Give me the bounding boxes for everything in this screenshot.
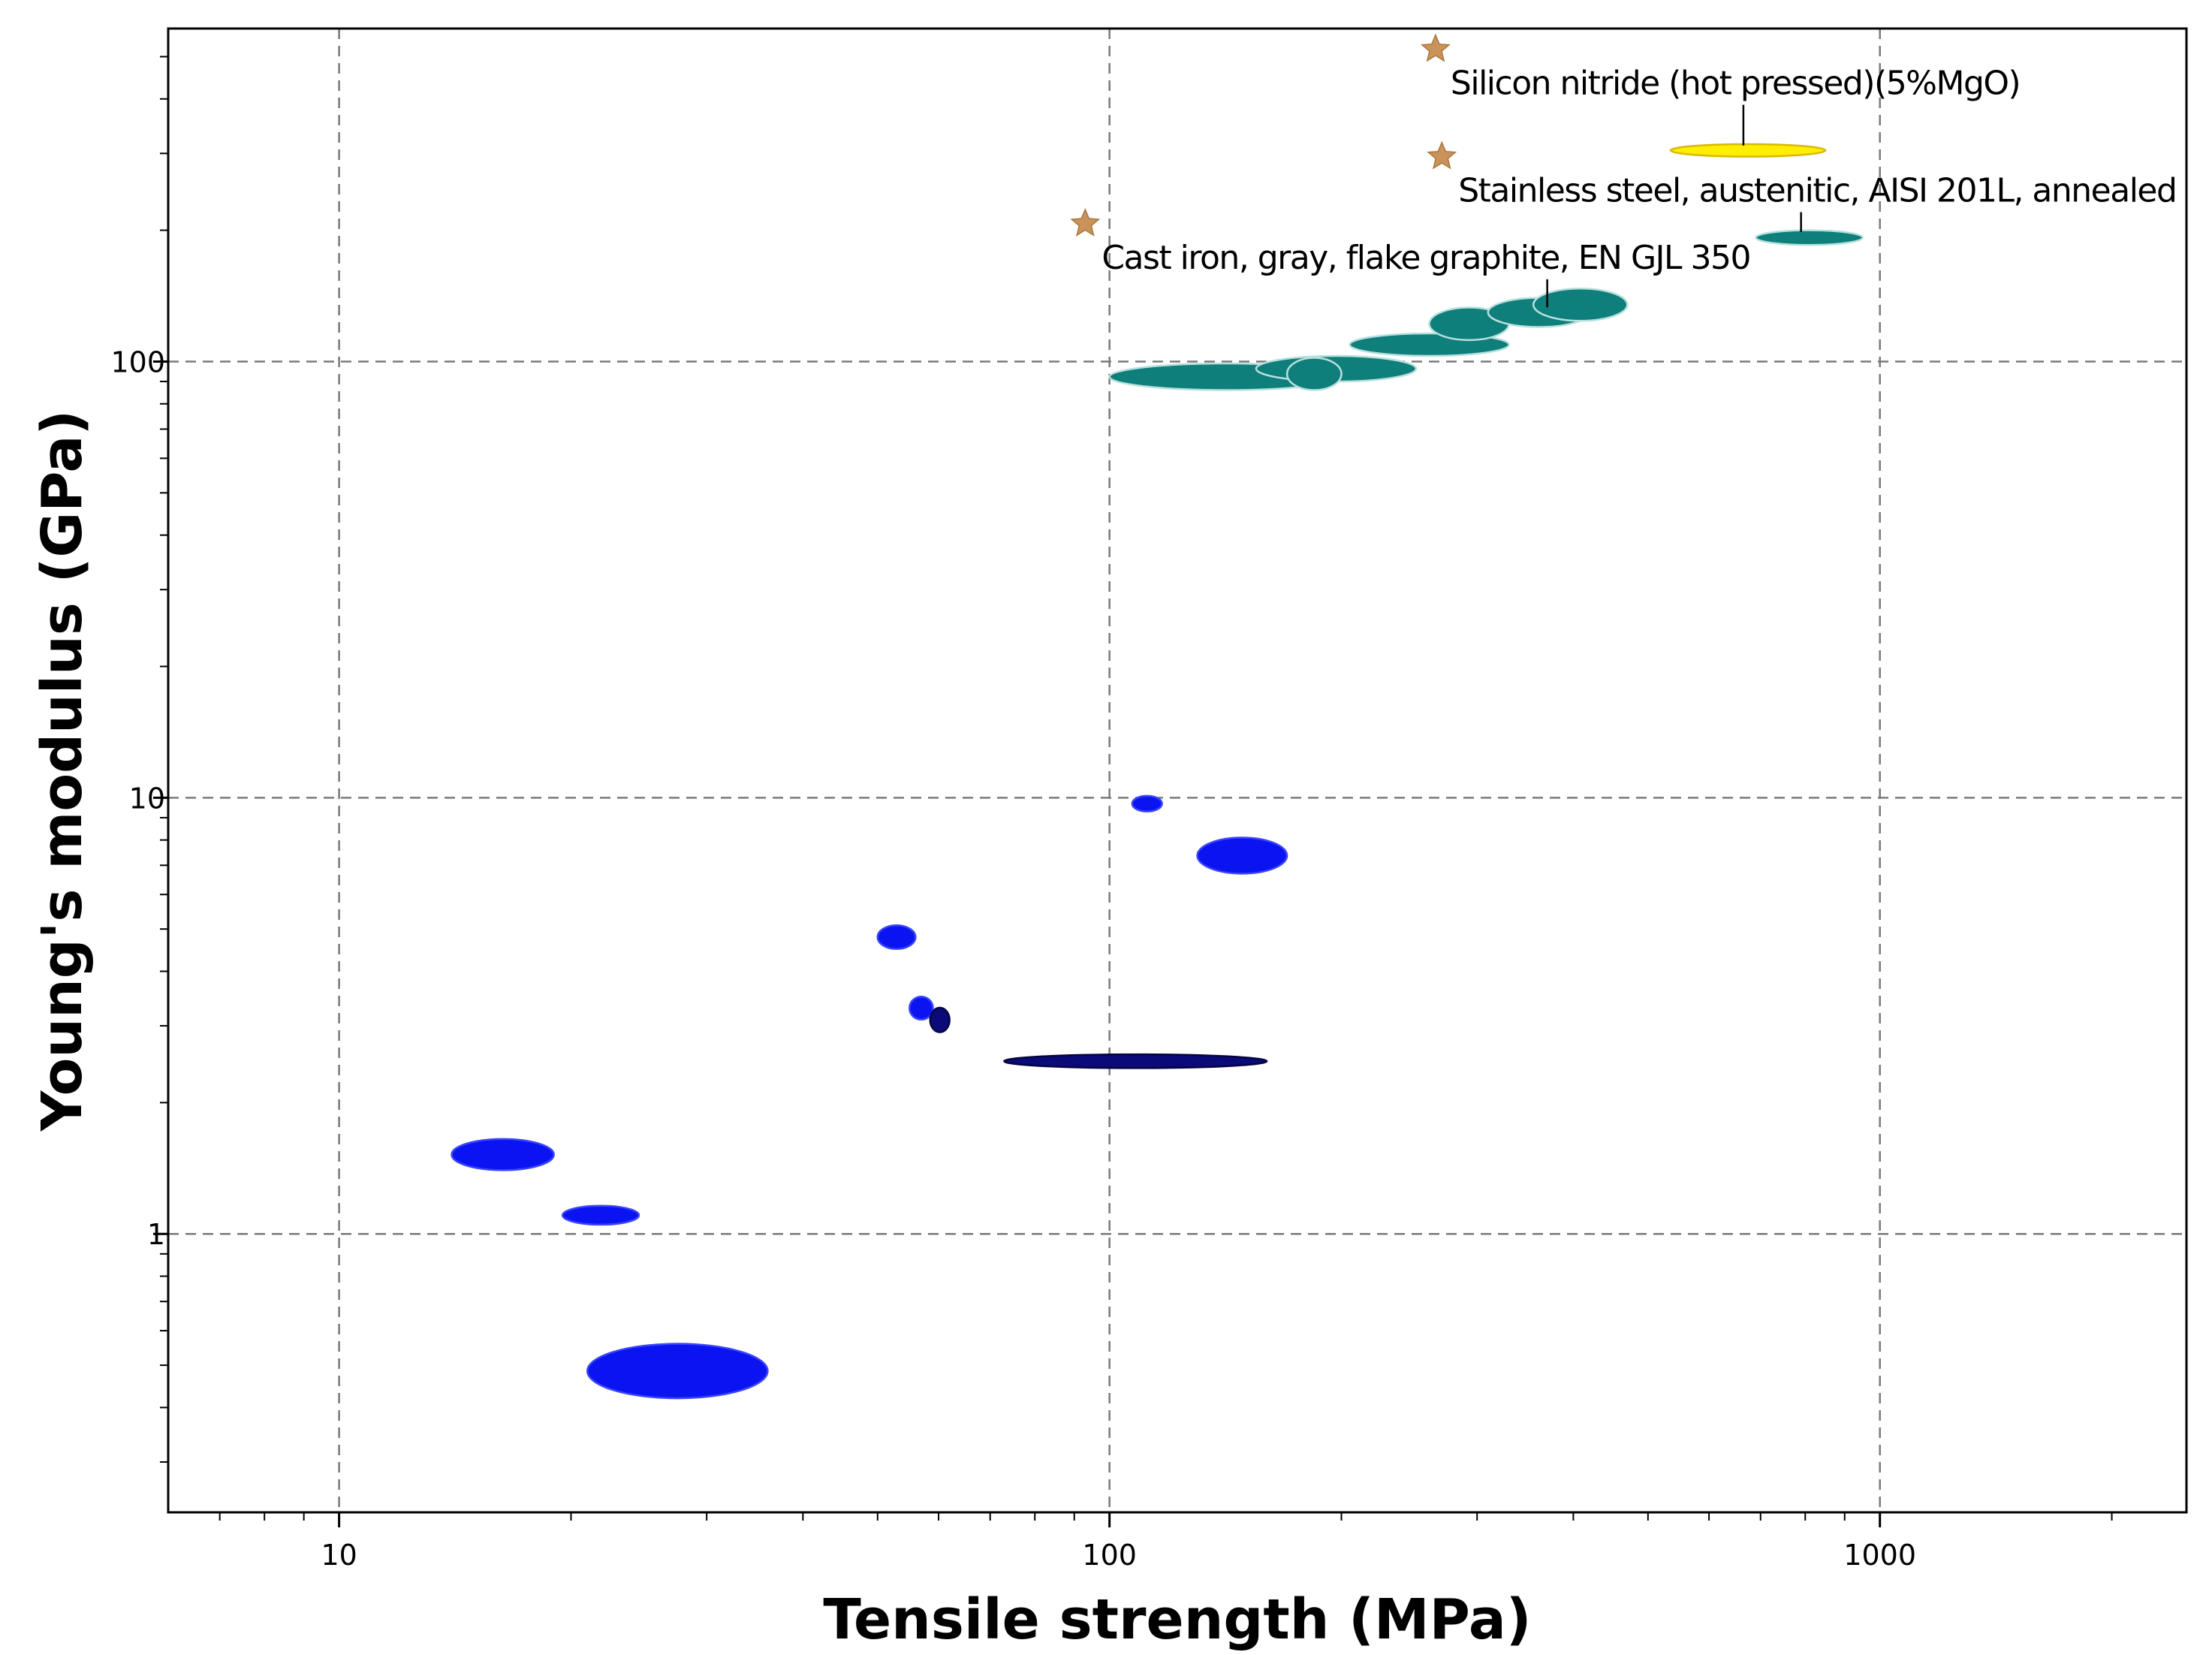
x-tick-label: 1000: [1843, 1539, 1916, 1572]
annotations: Silicon nitride (hot pressed)(5%MgO) Stai…: [1070, 33, 2177, 308]
x-tick-label: 10: [321, 1539, 357, 1572]
annotation-star-marker: [1070, 207, 1101, 237]
data-point-blue: [451, 1138, 555, 1171]
x-axis-title: Tensile strength (MPa): [823, 1587, 1531, 1652]
y-axis-title: Young's modulus (GPa): [30, 410, 95, 1132]
data-point-blue: [909, 995, 934, 1021]
data-point-yellow: [1669, 143, 1827, 158]
y-tick-label: 1: [147, 1218, 165, 1251]
data-point-blue: [586, 1343, 769, 1400]
plot-frame: [167, 27, 2188, 1514]
annotation-star-marker: [1427, 140, 1457, 170]
x-tick-label: 100: [1082, 1539, 1137, 1572]
annotation-label: Cast iron, gray, flake graphite, EN GJL …: [1101, 239, 1750, 277]
y-tick-label: 10: [129, 782, 165, 815]
grid-lines: [168, 29, 2186, 1512]
y-tick-label: 100: [110, 345, 165, 378]
data-point-navy: [929, 1006, 951, 1033]
annotation-star-marker: [1421, 33, 1451, 62]
axes: 10 100 1000 1 10 100: [110, 27, 2188, 1572]
data-point-blue: [561, 1204, 640, 1226]
data-point-teal: [1285, 357, 1343, 391]
annotation-label: Stainless steel, austenitic, AISI 201L, …: [1458, 172, 2176, 210]
data-point-teal: [1755, 229, 1864, 246]
data-point-teal: [1532, 288, 1629, 322]
data-point-blue: [1131, 794, 1163, 812]
data-point-navy: [1003, 1053, 1268, 1069]
data-point-blue: [1196, 837, 1288, 875]
data-bubbles: [451, 143, 1864, 1400]
annotation-label: Silicon nitride (hot pressed)(5%MgO): [1451, 65, 2020, 103]
data-point-blue: [876, 924, 917, 951]
